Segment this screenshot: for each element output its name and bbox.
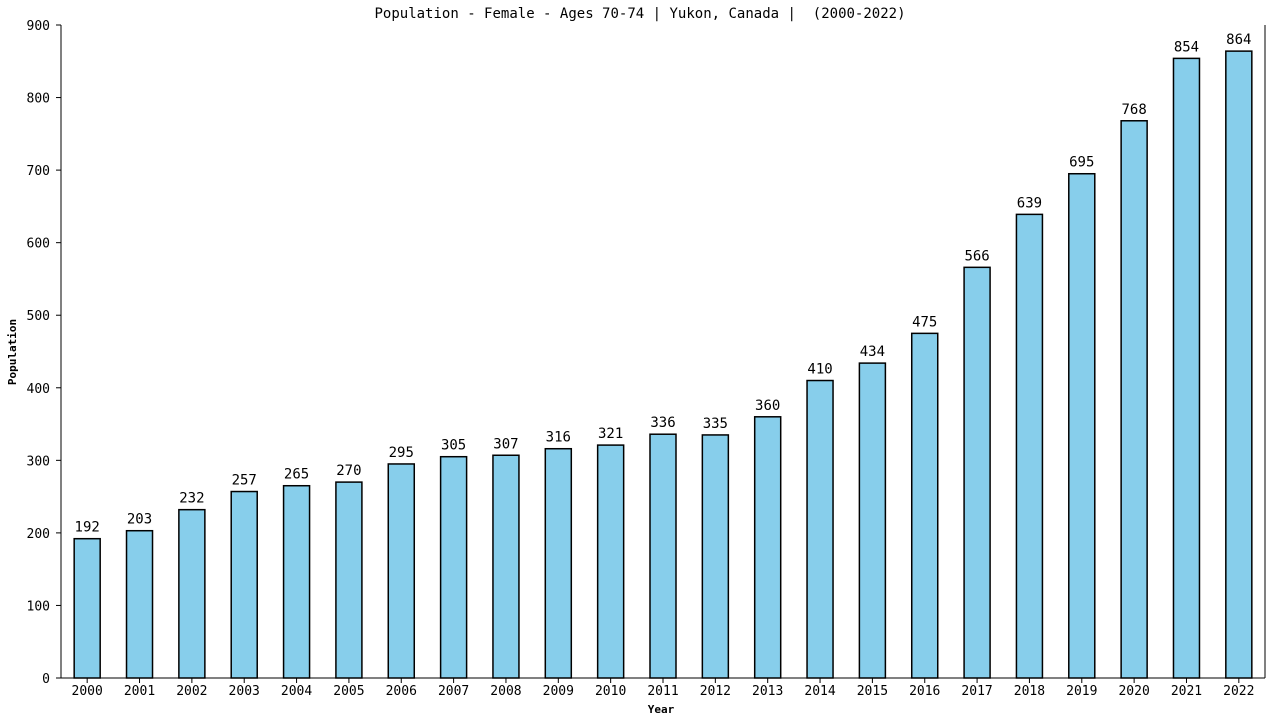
y-tick-label: 500 bbox=[27, 309, 50, 324]
y-tick-label: 400 bbox=[27, 382, 50, 397]
bar-value-label: 768 bbox=[1121, 102, 1146, 118]
bar-value-label: 257 bbox=[232, 473, 257, 489]
bar-value-label: 475 bbox=[912, 314, 937, 330]
chart-title: Population - Female - Ages 70-74 | Yukon… bbox=[374, 6, 905, 22]
bar bbox=[649, 433, 677, 679]
bar bbox=[230, 490, 258, 679]
x-tick-label: 2014 bbox=[804, 684, 835, 699]
bar-value-label: 265 bbox=[284, 467, 309, 483]
bar bbox=[753, 416, 782, 679]
bar bbox=[806, 379, 834, 679]
x-tick-label: 2006 bbox=[386, 684, 417, 699]
x-tick-label: 2016 bbox=[909, 684, 940, 699]
bar-value-label: 192 bbox=[75, 520, 100, 536]
bar-series bbox=[73, 50, 1253, 679]
x-tick-label: 2003 bbox=[229, 684, 260, 699]
bar bbox=[1068, 172, 1096, 679]
x-tick-label: 2000 bbox=[72, 684, 103, 699]
bar bbox=[963, 266, 991, 679]
y-tick-label: 200 bbox=[27, 527, 50, 542]
y-tick-label: 600 bbox=[27, 237, 50, 252]
y-tick-label: 700 bbox=[27, 164, 50, 179]
bar-value-label: 864 bbox=[1226, 32, 1251, 48]
x-tick-label: 2004 bbox=[281, 684, 312, 699]
x-tick-label: 2005 bbox=[333, 684, 364, 699]
bar bbox=[596, 444, 625, 679]
bar bbox=[178, 508, 206, 679]
x-tick-label: 2022 bbox=[1223, 684, 1254, 699]
bar-value-label: 566 bbox=[964, 248, 989, 264]
y-tick-label: 300 bbox=[27, 454, 50, 469]
x-tick-label: 2007 bbox=[438, 684, 469, 699]
x-tick-label: 2021 bbox=[1171, 684, 1202, 699]
bar-value-label: 434 bbox=[860, 344, 885, 360]
y-tick-label: 900 bbox=[27, 19, 50, 34]
bar-value-label: 295 bbox=[389, 445, 414, 461]
bar bbox=[282, 484, 311, 679]
bar-value-label: 695 bbox=[1069, 155, 1094, 171]
x-tick-label: 2008 bbox=[490, 684, 521, 699]
x-tick-label: 2020 bbox=[1118, 684, 1149, 699]
bar bbox=[335, 481, 363, 679]
bar bbox=[1172, 57, 1201, 679]
bar bbox=[701, 434, 730, 679]
y-tick-label: 800 bbox=[27, 92, 50, 107]
y-axis: 0 100 200 300 400 500 600 700 800 900 bbox=[27, 19, 1266, 687]
x-tick-label: 2015 bbox=[857, 684, 888, 699]
bar-value-label: 639 bbox=[1017, 195, 1042, 211]
bar bbox=[1015, 213, 1044, 679]
bar-value-label: 316 bbox=[546, 430, 571, 446]
x-tick-label: 2009 bbox=[543, 684, 574, 699]
bar bbox=[910, 332, 939, 679]
bar bbox=[858, 362, 887, 679]
x-tick-label: 2010 bbox=[595, 684, 626, 699]
x-tick-label: 2012 bbox=[700, 684, 731, 699]
x-axis: 2000 2001 2002 2003 2004 2005 2006 2007 2008 2009… bbox=[61, 677, 1265, 699]
bar bbox=[387, 463, 416, 679]
x-tick-label: 2019 bbox=[1066, 684, 1097, 699]
bar bbox=[1120, 120, 1148, 679]
bar-value-label: 270 bbox=[336, 463, 361, 479]
bar-value-label: 321 bbox=[598, 426, 623, 442]
x-tick-label: 2018 bbox=[1014, 684, 1045, 699]
bar-value-label: 203 bbox=[127, 512, 152, 528]
x-tick-label: 2013 bbox=[752, 684, 783, 699]
bar bbox=[1225, 50, 1253, 679]
data-labels: 192 203 232 257 265 270 295 305 307 316 321 336 335 3… bbox=[75, 32, 1252, 536]
x-tick-label: 2002 bbox=[176, 684, 207, 699]
bar bbox=[73, 537, 101, 679]
x-tick-label: 2017 bbox=[961, 684, 992, 699]
y-tick-label: 100 bbox=[27, 599, 50, 614]
x-tick-label: 2011 bbox=[647, 684, 678, 699]
bar-value-label: 305 bbox=[441, 438, 466, 454]
bar-value-label: 410 bbox=[807, 362, 832, 378]
bar-value-label: 232 bbox=[179, 491, 204, 507]
bar-value-label: 307 bbox=[493, 436, 518, 452]
y-tick-label: 0 bbox=[42, 672, 50, 687]
bar bbox=[439, 455, 468, 679]
bar-value-label: 360 bbox=[755, 398, 780, 414]
bar bbox=[544, 447, 573, 679]
bar bbox=[125, 529, 154, 679]
bar-value-label: 335 bbox=[703, 416, 728, 432]
x-axis-title: Year bbox=[648, 703, 675, 716]
bar bbox=[492, 454, 520, 679]
y-axis-title: Population bbox=[6, 319, 19, 385]
x-tick-label: 2001 bbox=[124, 684, 155, 699]
bar-value-label: 854 bbox=[1174, 39, 1199, 55]
bar-value-label: 336 bbox=[650, 415, 675, 431]
